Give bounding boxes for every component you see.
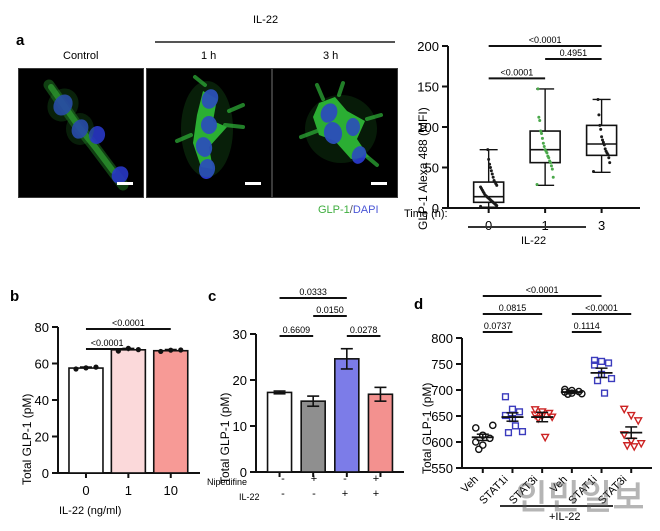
svg-text:<0.0001: <0.0001 <box>91 338 124 348</box>
svg-text:60: 60 <box>35 357 49 372</box>
panel-c-ylabel: Total GLP-1 (pM) <box>218 392 232 484</box>
svg-text:STAT1i: STAT1i <box>477 474 510 507</box>
svg-text:800: 800 <box>431 331 453 346</box>
svg-text:0: 0 <box>82 483 89 498</box>
panel-c-row-label-nipedifine: Nipedifine <box>207 477 248 487</box>
legend-slash: / <box>349 204 353 216</box>
svg-text:0.0278: 0.0278 <box>350 325 378 335</box>
svg-text:-: - <box>281 488 285 500</box>
panel-a-chart: GLP-1 Alexa 488 (MFI) 050100150200013<0.… <box>402 18 652 256</box>
svg-text:0: 0 <box>485 218 492 233</box>
svg-text:<0.0001: <0.0001 <box>529 35 562 45</box>
svg-text:+: + <box>373 488 379 500</box>
scale-bar <box>245 182 261 185</box>
svg-text:0: 0 <box>42 466 49 481</box>
svg-text:100: 100 <box>417 120 439 135</box>
panel-b-chart: Total GLP-1 (pM) 0 20 40 60 80 0 1 10 <0.0001 <0.… <box>8 285 208 525</box>
svg-text:0.1114: 0.1114 <box>574 321 600 331</box>
watermark: 인민일보 <box>516 478 646 518</box>
panel-a-image-label-3h: 3 h <box>323 50 339 62</box>
svg-text:200: 200 <box>417 39 439 54</box>
channel-legend: GLP-1/DAPI <box>318 200 379 218</box>
svg-text:600: 600 <box>431 435 453 450</box>
panel-a-xgroup-rule <box>468 226 586 228</box>
panel-a-image-label-control: Control <box>63 50 99 62</box>
svg-text:3: 3 <box>598 218 605 233</box>
panel-a-image-label-1h: 1 h <box>201 50 217 62</box>
svg-text:-: - <box>281 473 285 485</box>
micrograph-control <box>18 68 144 198</box>
svg-text:650: 650 <box>431 409 453 424</box>
panel-a-letter: a <box>16 32 25 49</box>
svg-text:-: - <box>343 473 347 485</box>
panel-c-row-label-il22: IL-22 <box>239 492 260 502</box>
micrograph-3h <box>272 68 398 198</box>
svg-text:150: 150 <box>417 80 439 95</box>
svg-text:0.6609: 0.6609 <box>283 325 311 335</box>
svg-text:<0.0001: <0.0001 <box>585 303 618 313</box>
svg-text:0.0737: 0.0737 <box>484 321 512 331</box>
panel-a-xgroup-label: IL-22 <box>521 235 547 247</box>
panel-b-letter: b <box>10 288 20 305</box>
legend-dapi: DAPI <box>352 204 379 216</box>
legend-glp1: GLP-1 <box>318 204 350 216</box>
panel-d-ylabel: Total GLP-1 (pM) <box>420 382 434 474</box>
svg-text:0.0150: 0.0150 <box>316 305 344 315</box>
panel-a-group-header: IL-22 <box>253 14 279 26</box>
svg-text:0.0815: 0.0815 <box>499 303 527 313</box>
panel-c-chart: Total GLP-1 (pM) 0 10 20 30 0.6609 0.0278 0.01… <box>206 272 411 522</box>
panel-a-group-rule <box>155 41 395 43</box>
svg-text:Veh: Veh <box>459 474 481 496</box>
svg-text:1: 1 <box>542 218 549 233</box>
panel-b-xlabel: IL-22 (ng/ml) <box>59 505 122 517</box>
svg-text:40: 40 <box>35 393 49 408</box>
panel-a-plot-svg: 0 50 100 150 200 0 1 3 <0.0001 0.4951 <0.0001 <box>417 35 640 233</box>
svg-text:20: 20 <box>35 430 49 445</box>
panel-c-sign-matrix: - + - + - - + + <box>281 473 379 500</box>
svg-text:20: 20 <box>233 373 247 388</box>
svg-text:0: 0 <box>432 201 439 216</box>
svg-text:1: 1 <box>125 483 132 498</box>
panel-b-ylabel: Total GLP-1 (pM) <box>20 393 34 485</box>
svg-text:<0.0001: <0.0001 <box>500 67 533 77</box>
svg-text:700: 700 <box>431 383 453 398</box>
svg-text:0: 0 <box>240 465 247 480</box>
svg-text:0.4951: 0.4951 <box>560 48 588 58</box>
panel-d-letter: d <box>414 296 424 313</box>
svg-text:<0.0001: <0.0001 <box>112 318 145 328</box>
micrograph-1h <box>146 68 272 198</box>
svg-text:10: 10 <box>233 419 247 434</box>
svg-text:+: + <box>342 488 348 500</box>
panel-c-letter: c <box>208 288 217 305</box>
svg-text:+: + <box>373 473 379 485</box>
svg-text:550: 550 <box>431 461 453 476</box>
panel-d-chart: Total GLP-1 (pM) 550 600 650 700 750 800 0.073… <box>406 278 660 488</box>
scale-bar <box>117 182 133 185</box>
svg-text:<0.0001: <0.0001 <box>526 285 559 295</box>
panel-d-xgroup-label: +IL-22 <box>549 511 581 523</box>
svg-text:80: 80 <box>35 320 49 335</box>
panel-c-plot-svg: 0 10 20 30 0.6609 0.0278 0.0150 0.0333 <box>233 287 404 480</box>
svg-text:10: 10 <box>164 483 178 498</box>
scale-bar <box>371 182 387 185</box>
panel-d-plot-svg: 550 600 650 700 750 800 0.0737 0.0815 <0.0001 0.1… <box>431 285 652 476</box>
svg-text:30: 30 <box>233 327 247 342</box>
panel-a-xlabel-prefix: Time (h): <box>404 208 448 220</box>
svg-text:+: + <box>311 473 317 485</box>
svg-text:750: 750 <box>431 357 453 372</box>
panel-b-plot-svg: 0 20 40 60 80 0 1 10 <0.0001 <0.0001 <box>35 318 200 498</box>
svg-text:-: - <box>312 488 316 500</box>
svg-text:0.0333: 0.0333 <box>299 287 327 297</box>
svg-text:50: 50 <box>425 161 439 176</box>
panel-d-xgroup-rule <box>500 505 613 507</box>
